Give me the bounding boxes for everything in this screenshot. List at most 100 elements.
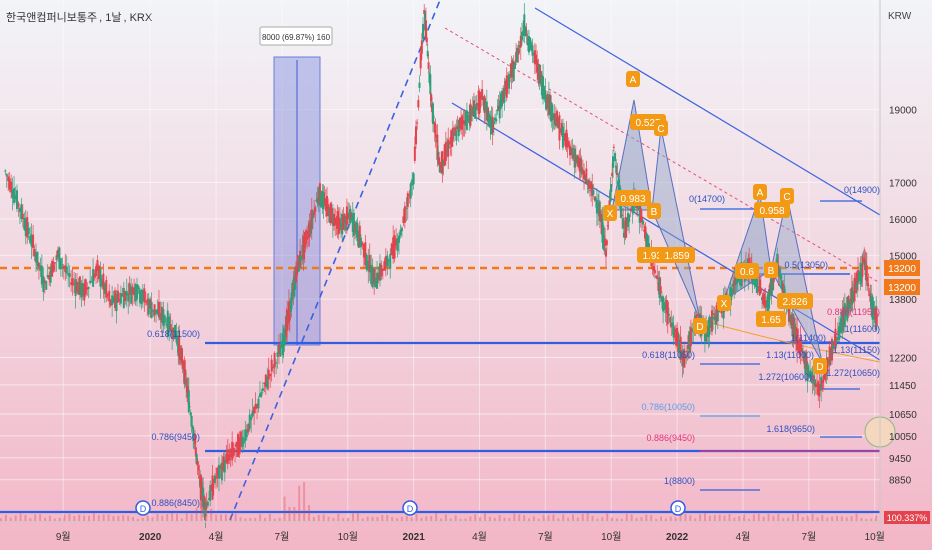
candle-body — [495, 118, 498, 122]
candle-body — [405, 207, 408, 209]
candle-body — [108, 290, 111, 302]
volume-bar — [444, 514, 447, 521]
fib-label-10600: 1.272(10600) — [758, 372, 812, 382]
fib-label-11950: 0.886(11950) — [827, 307, 880, 317]
candle-body — [192, 427, 195, 442]
fib-label-10050: 0.786(10050) — [641, 402, 695, 412]
volume-bar — [449, 518, 452, 521]
candle-body — [208, 498, 211, 500]
y-tick-label: 11450 — [889, 381, 917, 392]
candle-body — [659, 286, 662, 293]
volume-bar — [420, 517, 423, 521]
volume-bar — [836, 515, 838, 521]
candle-body — [501, 90, 504, 107]
chart-title: 한국앤컴퍼니보통주, 1날, KRX — [6, 12, 153, 24]
volume-bar — [195, 507, 198, 521]
badge-1859-bg — [659, 247, 695, 263]
candle-body — [300, 255, 303, 261]
candle-body — [532, 54, 535, 56]
candle-body — [736, 278, 739, 283]
candle-body — [241, 436, 244, 447]
candle-body — [127, 293, 130, 302]
candle-body — [653, 269, 656, 274]
candle-body — [272, 367, 275, 369]
candle-body — [267, 369, 270, 380]
volume-bar — [669, 516, 672, 521]
volume-bar — [728, 514, 731, 521]
candle-body — [846, 297, 849, 321]
candle-body — [279, 345, 282, 357]
volume-bar — [640, 517, 643, 521]
candle-body — [861, 255, 864, 277]
candle-body — [809, 370, 812, 379]
candle-body — [184, 369, 187, 378]
candle-body — [684, 356, 687, 359]
candle-body — [547, 94, 550, 116]
volume-bar — [875, 515, 878, 521]
candle-body — [247, 423, 250, 433]
candle-body — [351, 213, 354, 232]
badge-b1: B — [651, 207, 658, 218]
volume-bar — [107, 514, 110, 521]
candle-body — [196, 461, 199, 465]
candle-body — [318, 183, 321, 205]
candle-body — [310, 209, 313, 230]
candle-body — [776, 253, 779, 271]
candle-body — [180, 347, 183, 363]
candle-body — [331, 214, 334, 226]
volume-bar — [63, 514, 66, 521]
candle-body — [46, 274, 49, 278]
candle-body — [545, 96, 548, 110]
candle-body — [640, 216, 643, 223]
candle-body — [519, 35, 522, 48]
candle-body — [604, 250, 607, 257]
candle-body — [567, 140, 570, 147]
volume-bar — [552, 514, 555, 521]
candle-body — [802, 351, 805, 355]
volume-bar — [405, 516, 408, 521]
volume-bar — [239, 517, 242, 521]
candle-body — [347, 213, 350, 220]
candle-body — [759, 287, 762, 293]
candle-body — [225, 453, 228, 463]
candle-body — [652, 266, 655, 271]
candle-body — [648, 243, 651, 249]
candle-body — [644, 226, 647, 241]
candle-body — [586, 180, 589, 185]
candle-body — [198, 476, 201, 478]
fib-label-13050: 0.5(13050) — [784, 260, 828, 270]
candle-body — [662, 296, 665, 312]
candle-body — [342, 216, 345, 230]
volume-bar — [254, 517, 257, 521]
candle-body — [832, 344, 835, 349]
badge-0958: 0.958 — [759, 206, 784, 217]
candle-body — [119, 292, 122, 304]
candle-body — [756, 275, 759, 294]
candle-body — [835, 337, 838, 341]
candle-body — [563, 133, 566, 141]
candle-body — [612, 156, 615, 168]
volume-bar — [48, 515, 51, 521]
candle-body — [763, 293, 766, 306]
candle-body — [157, 301, 160, 318]
volume-bar — [278, 517, 281, 521]
candle-body — [43, 280, 46, 283]
badge-165: 1.65 — [761, 315, 781, 326]
volume-bar — [19, 513, 22, 521]
candle-body — [253, 406, 256, 414]
candle-body — [130, 286, 133, 304]
candle-body — [517, 48, 520, 55]
candle-body — [816, 385, 819, 387]
y-tick-label: 13800 — [889, 295, 917, 306]
candle-body — [263, 383, 266, 385]
candle-body — [341, 214, 344, 235]
volume-bar — [14, 515, 17, 521]
candle-body — [491, 116, 494, 133]
candle-body — [868, 290, 871, 292]
y-tick-label: 9450 — [889, 454, 912, 465]
interval-label: 1날 — [105, 12, 122, 24]
candle-body — [322, 192, 325, 210]
candle-body — [811, 371, 814, 384]
